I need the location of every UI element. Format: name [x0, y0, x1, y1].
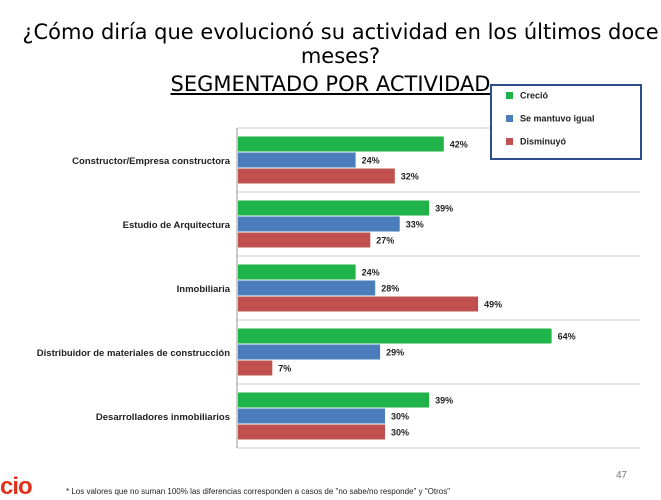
- bar-se-mantuvo-igual-distribuidor-de-materiales-de-construccion: [238, 344, 381, 360]
- data-label-se-mantuvo-igual-estudio-de-arquitectura: 33%: [406, 220, 424, 230]
- legend-swatch-disminuyo: [506, 138, 513, 146]
- data-label-se-mantuvo-igual-desarrolladores-inmobiliarios: 30%: [391, 412, 409, 422]
- data-label-se-mantuvo-igual-inmobiliaria: 28%: [381, 284, 399, 294]
- data-label-se-mantuvo-igual-distribuidor-de-materiales-de-construccion: 29%: [386, 348, 404, 358]
- company-logo: cio: [0, 473, 33, 500]
- chart-title: ¿Cómo diría que evolucionó su actividad …: [0, 20, 661, 96]
- segment-subtitle: SEGMENTADO POR ACTIVIDAD: [170, 72, 491, 96]
- category-label-estudio-de-arquitectura: Estudio de Arquitectura: [123, 220, 231, 231]
- category-label-inmobiliaria: Inmobiliaria: [177, 284, 231, 295]
- legend-item-disminuyo: Disminuyó: [506, 136, 566, 150]
- bar-se-mantuvo-igual-inmobiliaria: [238, 280, 376, 296]
- data-label-crecio-desarrolladores-inmobiliarios: 39%: [435, 396, 453, 406]
- bar-crecio-desarrolladores-inmobiliarios: [238, 392, 430, 408]
- bar-crecio-inmobiliaria: [238, 264, 356, 280]
- data-label-disminuyo-estudio-de-arquitectura: 27%: [376, 236, 394, 246]
- bar-disminuyo-distribuidor-de-materiales-de-construccion: [238, 360, 273, 376]
- legend-item-se-mantuvo: Se mantuvo igual: [506, 113, 595, 127]
- data-label-disminuyo-desarrolladores-inmobiliarios: 30%: [391, 428, 409, 438]
- bar-disminuyo-estudio-de-arquitectura: [238, 232, 371, 248]
- page-number: 47: [616, 470, 628, 481]
- category-label-desarrolladores-inmobiliarios: Desarrolladores inmobiliarios: [96, 412, 230, 423]
- category-label-constructor-empresa-constructora: Constructor/Empresa constructora: [72, 156, 231, 167]
- legend-label-crecio: Creció: [520, 90, 549, 101]
- bar-disminuyo-desarrolladores-inmobiliarios: [238, 424, 385, 440]
- bar-crecio-distribuidor-de-materiales-de-construccion: [238, 328, 552, 344]
- bar-se-mantuvo-igual-estudio-de-arquitectura: [238, 216, 400, 232]
- data-label-disminuyo-constructor-empresa-constructora: 32%: [401, 172, 419, 182]
- bar-disminuyo-constructor-empresa-constructora: [238, 168, 395, 184]
- bar-crecio-estudio-de-arquitectura: [238, 200, 430, 216]
- data-label-crecio-constructor-empresa-constructora: 42%: [450, 140, 468, 150]
- bar-se-mantuvo-igual-desarrolladores-inmobiliarios: [238, 408, 385, 424]
- legend-label-se-mantuvo: Se mantuvo igual: [520, 113, 595, 124]
- bar-crecio-constructor-empresa-constructora: [238, 136, 444, 152]
- legend-swatch-se-mantuvo: [506, 115, 513, 123]
- legend-swatch-crecio: [506, 92, 513, 100]
- bar-disminuyo-inmobiliaria: [238, 296, 479, 312]
- data-label-crecio-inmobiliaria: 24%: [362, 268, 380, 278]
- footnote: * Los valores que no suman 100% las dife…: [66, 487, 451, 496]
- bar-se-mantuvo-igual-constructor-empresa-constructora: [238, 152, 356, 168]
- data-label-disminuyo-distribuidor-de-materiales-de-construccion: 7%: [278, 364, 291, 374]
- legend-item-crecio: Creció: [506, 90, 548, 104]
- category-label-distribuidor-de-materiales-de-construccion: Distribuidor de materiales de construcci…: [37, 348, 230, 359]
- chart-legend: Creció Se mantuvo igual Disminuyó: [490, 84, 642, 160]
- legend-label-disminuyo: Disminuyó: [520, 136, 567, 147]
- data-label-crecio-estudio-de-arquitectura: 39%: [435, 204, 453, 214]
- question-text: ¿Cómo diría que evolucionó su actividad …: [22, 20, 659, 68]
- data-label-se-mantuvo-igual-constructor-empresa-constructora: 24%: [362, 156, 380, 166]
- data-label-disminuyo-inmobiliaria: 49%: [484, 300, 502, 310]
- data-label-crecio-distribuidor-de-materiales-de-construccion: 64%: [558, 332, 576, 342]
